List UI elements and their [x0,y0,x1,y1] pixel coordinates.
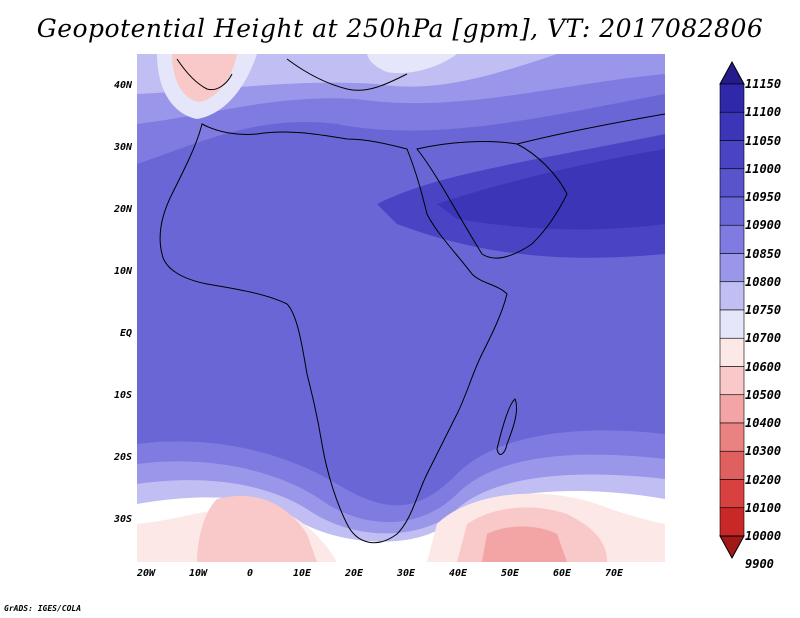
lon-label: 40E [448,568,468,579]
colorbar-swatch [719,196,745,226]
colorbar-swatch [719,507,745,537]
lat-label: 30S [113,514,132,525]
colorbar-top-arrow [719,60,745,85]
colorbar-swatch [719,224,745,254]
colorbar-label: 11050 [745,133,782,148]
colorbar-label: 11000 [745,161,782,176]
madagascar-outline [496,398,518,455]
colorbar-label: 9900 [745,557,774,572]
south-low-2 [197,495,317,562]
geopotential-field [137,54,665,562]
colorbar-swatch [719,422,745,452]
colorbar [719,60,745,560]
colorbar-swatch [719,83,745,113]
colorbar-label: 10300 [745,444,782,459]
colorbar-swatch [719,337,745,367]
colorbar-swatch [719,394,745,424]
colorbar-label: 10200 [745,472,782,487]
lon-label: 10E [292,568,312,579]
med-coast [286,58,408,91]
lon-label: 20E [344,568,364,579]
iberia-coast [176,58,233,91]
colorbar-swatch [719,111,745,141]
coastlines [159,58,665,544]
colorbar-label: 10800 [745,274,782,289]
high-core [437,149,665,230]
colorbar-label: 10100 [745,500,782,515]
colorbar-label: 10600 [745,359,782,374]
colorbar-swatch [719,168,745,198]
asia-coast [516,113,665,145]
lat-label: 20S [113,452,132,463]
map-panel [137,54,665,562]
colorbar-label: 10850 [745,246,782,261]
colorbar-swatch [719,253,745,283]
colorbar-label: 11100 [745,105,782,120]
south-low-5 [482,526,567,562]
footer-credit: GrADS: IGES/COLA [4,604,82,613]
lon-label: 60E [552,568,572,579]
colorbar-swatch [719,366,745,396]
colorbar-swatch [719,309,745,339]
colorbar-label: 10000 [745,529,782,543]
lat-label: 30N [113,142,132,153]
colorbar-label: 10950 [745,190,782,204]
arabia-outline [416,141,568,259]
colorbar-label: 10750 [745,303,782,317]
lat-label: EQ [119,328,132,339]
lon-label: 50E [500,568,520,579]
colorbar-label: 10700 [745,331,782,346]
lat-label: 40N [113,80,132,91]
iberia-low [172,54,237,102]
colorbar-swatch [719,140,745,170]
lon-label: 30E [396,568,416,579]
lon-label: 10W [188,568,208,579]
colorbar-bottom-arrow [719,535,745,560]
colorbar-label: 10400 [745,416,782,430]
map-title: Geopotential Height at 250hPa [gpm], VT:… [36,14,764,43]
lon-label: 20W [136,568,156,579]
lon-label: 70E [604,568,624,579]
colorbar-label: 10900 [745,218,782,233]
colorbar-label: 11150 [745,77,782,91]
colorbar-swatch [719,281,745,311]
colorbar-swatch [719,479,745,509]
colorbar-label: 10500 [745,387,782,402]
greece-white [367,54,457,74]
lat-label: 10S [113,390,132,401]
lat-label: 20N [113,204,132,215]
lon-label: 0 [246,568,254,579]
africa-outline [159,123,508,544]
lat-label: 10N [113,266,132,277]
colorbar-swatch [719,450,745,480]
